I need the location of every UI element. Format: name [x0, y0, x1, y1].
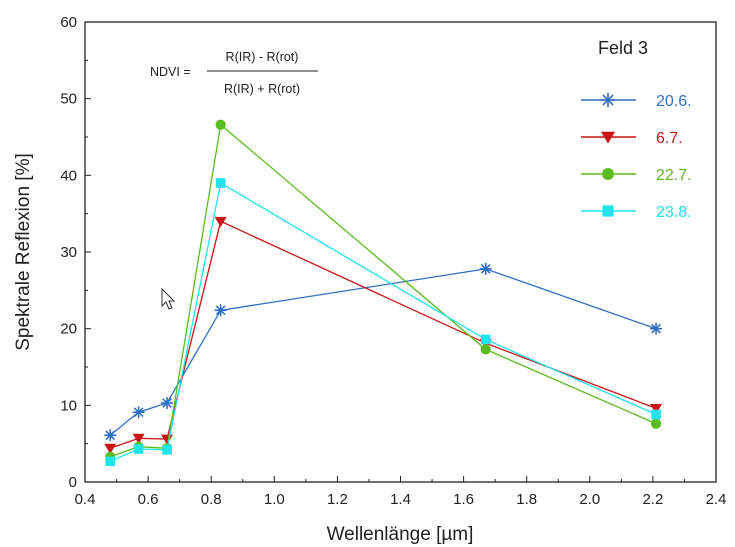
y-tick-label: 50	[60, 91, 77, 108]
formula-numerator: R(IR) - R(rot)	[226, 50, 299, 64]
legend-label: 23.8.	[656, 204, 692, 221]
x-tick-label: 1.0	[264, 491, 285, 508]
triangle-marker	[104, 443, 117, 454]
x-tick-label: 0.6	[138, 491, 159, 508]
x-tick-label: 2.0	[579, 491, 600, 508]
square-marker	[215, 178, 226, 188]
legend-item-3: 22.7.	[581, 167, 692, 184]
series-line	[109, 181, 657, 462]
square-marker	[162, 445, 172, 455]
x-axis-title: Wellenlänge [µm]	[327, 524, 474, 545]
square-marker	[480, 334, 491, 345]
y-tick-label: 0	[69, 474, 77, 491]
x-tick-label: 1.6	[453, 491, 474, 508]
y-tick-label: 10	[60, 397, 77, 414]
asterisk-marker	[601, 93, 615, 107]
series-line	[109, 220, 657, 449]
y-axis-title: Spektrale Reflexion [%]	[13, 153, 34, 351]
legend-item-2: 6.7.	[581, 130, 683, 147]
series-1	[104, 262, 663, 442]
legend-label: 22.7.	[656, 167, 692, 184]
triangle-marker	[601, 131, 615, 144]
y-tick-label: 40	[60, 167, 77, 184]
triangle-marker	[132, 433, 145, 444]
legend-item-1: 20.6.	[581, 93, 692, 110]
x-tick-label: 2.4	[706, 491, 727, 508]
asterisk-marker	[132, 406, 145, 419]
x-tick-label: 2.2	[642, 491, 663, 508]
circle-marker	[480, 344, 491, 355]
series-3	[105, 119, 662, 462]
series-line	[109, 123, 657, 458]
triangle-marker	[214, 216, 227, 228]
asterisk-marker	[650, 322, 663, 335]
circle-marker	[215, 119, 226, 130]
x-tick-label: 1.2	[327, 491, 348, 508]
x-tick-label: 1.8	[516, 491, 537, 508]
y-tick-label: 30	[60, 244, 77, 261]
series-4	[105, 178, 661, 467]
square-marker	[651, 409, 661, 420]
y-tick-label: 20	[60, 321, 77, 338]
axis-ticks: 0.4 0.6 0.8 1.0 1.2 1.4 1.6 1.8 2.0 2.2 2.4 0 10 20 30…	[60, 14, 726, 508]
formula-denominator: R(IR) + R(rot)	[224, 82, 300, 96]
legend-item-4: 23.8.	[581, 204, 692, 221]
square-marker	[602, 205, 614, 217]
legend: Feld 3 20.6. 6.7. 22.7. 23.8.	[581, 38, 692, 221]
circle-marker	[650, 418, 662, 429]
asterisk-marker	[214, 304, 227, 317]
square-marker	[133, 444, 144, 454]
legend-label: 20.6.	[656, 93, 692, 110]
asterisk-marker	[104, 429, 117, 442]
x-tick-label: 0.8	[201, 491, 222, 508]
plot-frame	[84, 21, 717, 483]
legend-label: 6.7.	[656, 130, 683, 147]
asterisk-marker	[479, 262, 492, 275]
triangle-marker	[650, 403, 663, 415]
x-tick-label: 1.4	[390, 491, 411, 508]
x-tick-label: 0.4	[75, 491, 96, 508]
circle-marker	[602, 168, 614, 180]
series-layer	[104, 119, 663, 467]
ndvi-formula: NDVI = R(IR) - R(rot) R(IR) + R(rot)	[150, 50, 318, 96]
legend-title: Feld 3	[598, 38, 648, 58]
square-marker	[105, 456, 116, 467]
series-2	[104, 216, 663, 454]
mouse-cursor-icon	[161, 287, 176, 310]
formula-lhs: NDVI =	[150, 65, 191, 79]
y-tick-label: 60	[60, 14, 77, 31]
asterisk-marker	[161, 397, 174, 410]
